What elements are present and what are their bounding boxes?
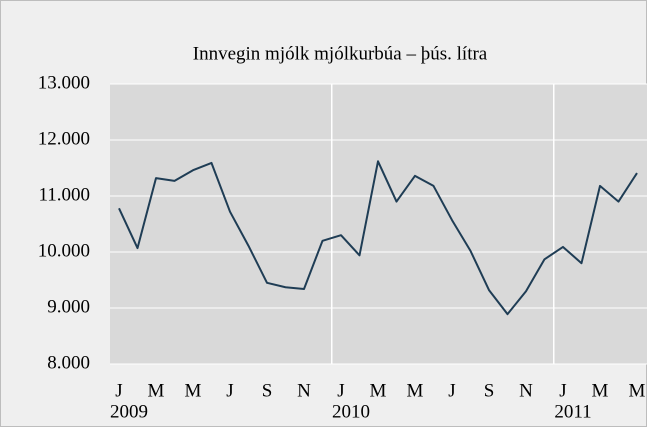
x-tick-label: M [148, 380, 165, 401]
plot-area [110, 84, 647, 364]
x-tick-label: J [226, 380, 233, 401]
x-tick-label: S [262, 380, 273, 401]
line [118, 160, 638, 316]
y-tick-label: 9.000 [47, 296, 90, 317]
x-tick-label: J [115, 380, 122, 401]
chart-title: Innvegin mjólk mjólkurbúa – þús. lítra [193, 43, 488, 64]
x-tick-label: J [337, 380, 344, 401]
y-tick-label: 8.000 [47, 352, 90, 373]
x-tick-label: M [592, 380, 609, 401]
y-tick-label: 11.000 [38, 184, 90, 205]
year-label: 2010 [332, 401, 370, 422]
x-tick-label: M [629, 380, 646, 401]
x-tick-label: M [185, 380, 202, 401]
x-tick-label: N [519, 380, 533, 401]
year-label: 2009 [110, 401, 148, 422]
x-tick-label: S [484, 380, 495, 401]
year-label: 2011 [554, 401, 591, 422]
y-tick-label: 10.000 [38, 240, 90, 261]
x-tick-label: J [448, 380, 455, 401]
y-tick-label: 13.000 [38, 72, 90, 93]
x-tick-label: J [559, 380, 566, 401]
x-tick-label: M [370, 380, 387, 401]
x-tick-label: N [297, 380, 311, 401]
x-tick-label: M [407, 380, 424, 401]
y-tick-label: 12.000 [38, 128, 90, 149]
